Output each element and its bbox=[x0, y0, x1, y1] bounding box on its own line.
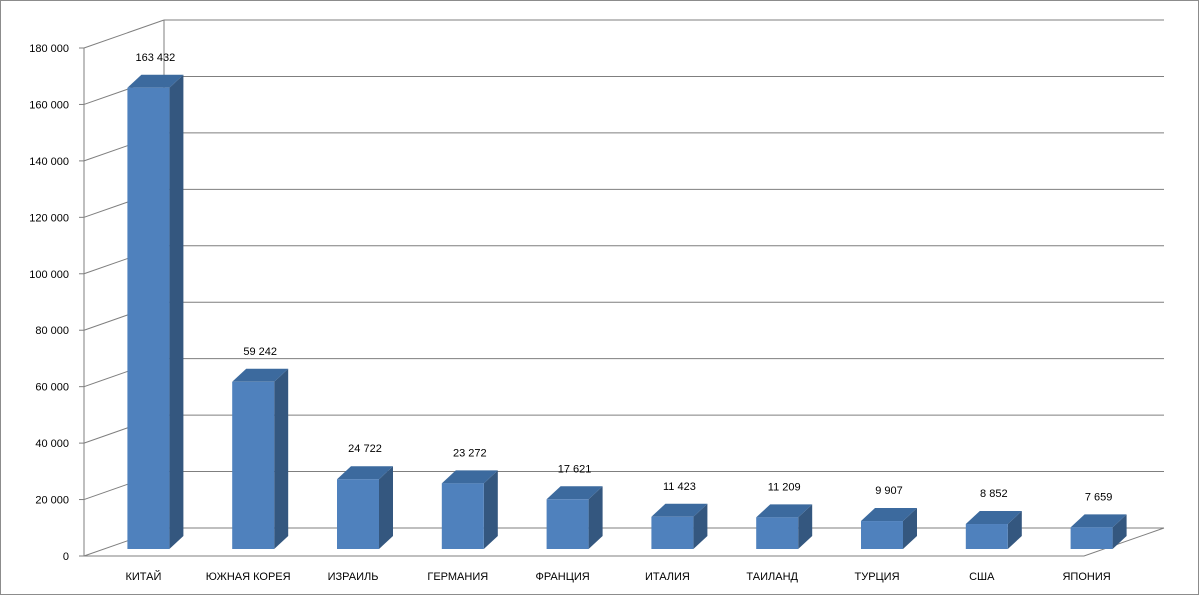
bar-top bbox=[756, 504, 813, 518]
bar-top bbox=[1070, 514, 1127, 528]
y-tick-label: 100 000 bbox=[29, 269, 69, 281]
bar-top bbox=[965, 511, 1022, 525]
bar-front bbox=[232, 381, 275, 549]
bar-front bbox=[861, 521, 903, 549]
bar-side bbox=[588, 486, 603, 549]
x-category-label: ЮЖНАЯ КОРЕЯ bbox=[206, 571, 291, 583]
bar: 7 659 bbox=[1070, 491, 1127, 549]
y-tick-label: 40 000 bbox=[35, 438, 69, 450]
floor-edge bbox=[84, 527, 1165, 557]
bar: 17 621 bbox=[546, 463, 603, 549]
x-category-label: США bbox=[969, 571, 995, 583]
y-axis-tick-labels: 0 20 000 40 000 60 000 80 000 100 000 120 000 1… bbox=[29, 43, 69, 563]
bar-side bbox=[483, 470, 498, 549]
bar-side bbox=[379, 466, 393, 549]
x-category-label: ИТАЛИЯ bbox=[645, 571, 690, 583]
bar-top bbox=[127, 74, 184, 88]
x-category-label: ТАИЛАНД bbox=[746, 571, 798, 583]
bar-front bbox=[1070, 527, 1113, 549]
bar-front bbox=[756, 517, 799, 549]
x-category-label: ТУРЦИЯ bbox=[854, 571, 899, 583]
bar: 23 272 bbox=[441, 447, 498, 549]
bar-value-label: 23 272 bbox=[453, 447, 487, 459]
x-category-label: ЯПОНИЯ bbox=[1062, 571, 1110, 583]
bar-front bbox=[651, 516, 694, 549]
bar-side bbox=[693, 503, 708, 549]
bar-top bbox=[651, 503, 708, 517]
bar-value-label: 8 852 bbox=[980, 488, 1008, 500]
y-tick-label: 20 000 bbox=[35, 495, 69, 507]
bar-value-label: 59 242 bbox=[243, 346, 277, 358]
bar-top bbox=[337, 466, 393, 480]
bar-value-label: 7 659 bbox=[1085, 491, 1113, 503]
y-tick-label: 120 000 bbox=[29, 212, 69, 224]
bar-value-label: 17 621 bbox=[558, 463, 592, 475]
y-tick-label: 140 000 bbox=[29, 156, 69, 168]
bar: 8 852 bbox=[965, 488, 1022, 549]
bar: 11 423 bbox=[651, 481, 708, 549]
bar: 9 907 bbox=[861, 485, 917, 549]
bar-value-label: 11 423 bbox=[663, 481, 696, 493]
gridline-diagonal bbox=[83, 19, 165, 49]
bar-front bbox=[337, 479, 379, 549]
bar-top bbox=[232, 368, 289, 382]
bar-side bbox=[274, 368, 289, 549]
y-tick-label: 80 000 bbox=[35, 325, 69, 337]
bar-value-label: 9 907 bbox=[875, 485, 903, 497]
bar-value-label: 163 432 bbox=[136, 52, 176, 64]
y-tick-label: 60 000 bbox=[35, 382, 69, 394]
bar-side bbox=[169, 74, 184, 549]
x-axis-category-labels: КИТАЙ ЮЖНАЯ КОРЕЯ ИЗРАИЛЬ ГЕРМАНИЯ ФРАНЦИЯ ИТ… bbox=[125, 570, 1110, 583]
bar: 24 722 bbox=[337, 443, 393, 549]
bar-side bbox=[798, 504, 813, 549]
bar-value-label: 11 209 bbox=[768, 481, 801, 493]
bar-side bbox=[903, 508, 917, 549]
bar-top bbox=[546, 486, 603, 500]
x-category-label: КИТАЙ bbox=[125, 570, 161, 583]
bar: 59 242 bbox=[232, 346, 289, 549]
bar-front bbox=[965, 524, 1008, 549]
bar-side bbox=[1112, 514, 1127, 549]
x-category-label: ФРАНЦИЯ bbox=[535, 571, 589, 583]
bar-side bbox=[1007, 511, 1022, 549]
bar: 11 209 bbox=[756, 481, 813, 549]
bar-value-label: 24 722 bbox=[348, 443, 382, 455]
bars: 163 432 59 242 24 722 23 272 17 621 11 423 11 … bbox=[127, 52, 1127, 549]
bar-top bbox=[861, 508, 917, 522]
x-category-label: ИЗРАИЛЬ bbox=[328, 571, 379, 583]
gridlines bbox=[79, 19, 1165, 557]
y-tick-label: 180 000 bbox=[29, 43, 69, 55]
y-tick-label: 0 bbox=[63, 551, 69, 563]
x-category-label: ГЕРМАНИЯ bbox=[427, 571, 488, 583]
bar-front bbox=[127, 87, 170, 549]
bar: 163 432 bbox=[127, 52, 184, 549]
bar-front bbox=[441, 483, 484, 549]
bar-top bbox=[441, 470, 498, 484]
y-tick-label: 160 000 bbox=[29, 99, 69, 111]
bar-front bbox=[546, 499, 589, 549]
